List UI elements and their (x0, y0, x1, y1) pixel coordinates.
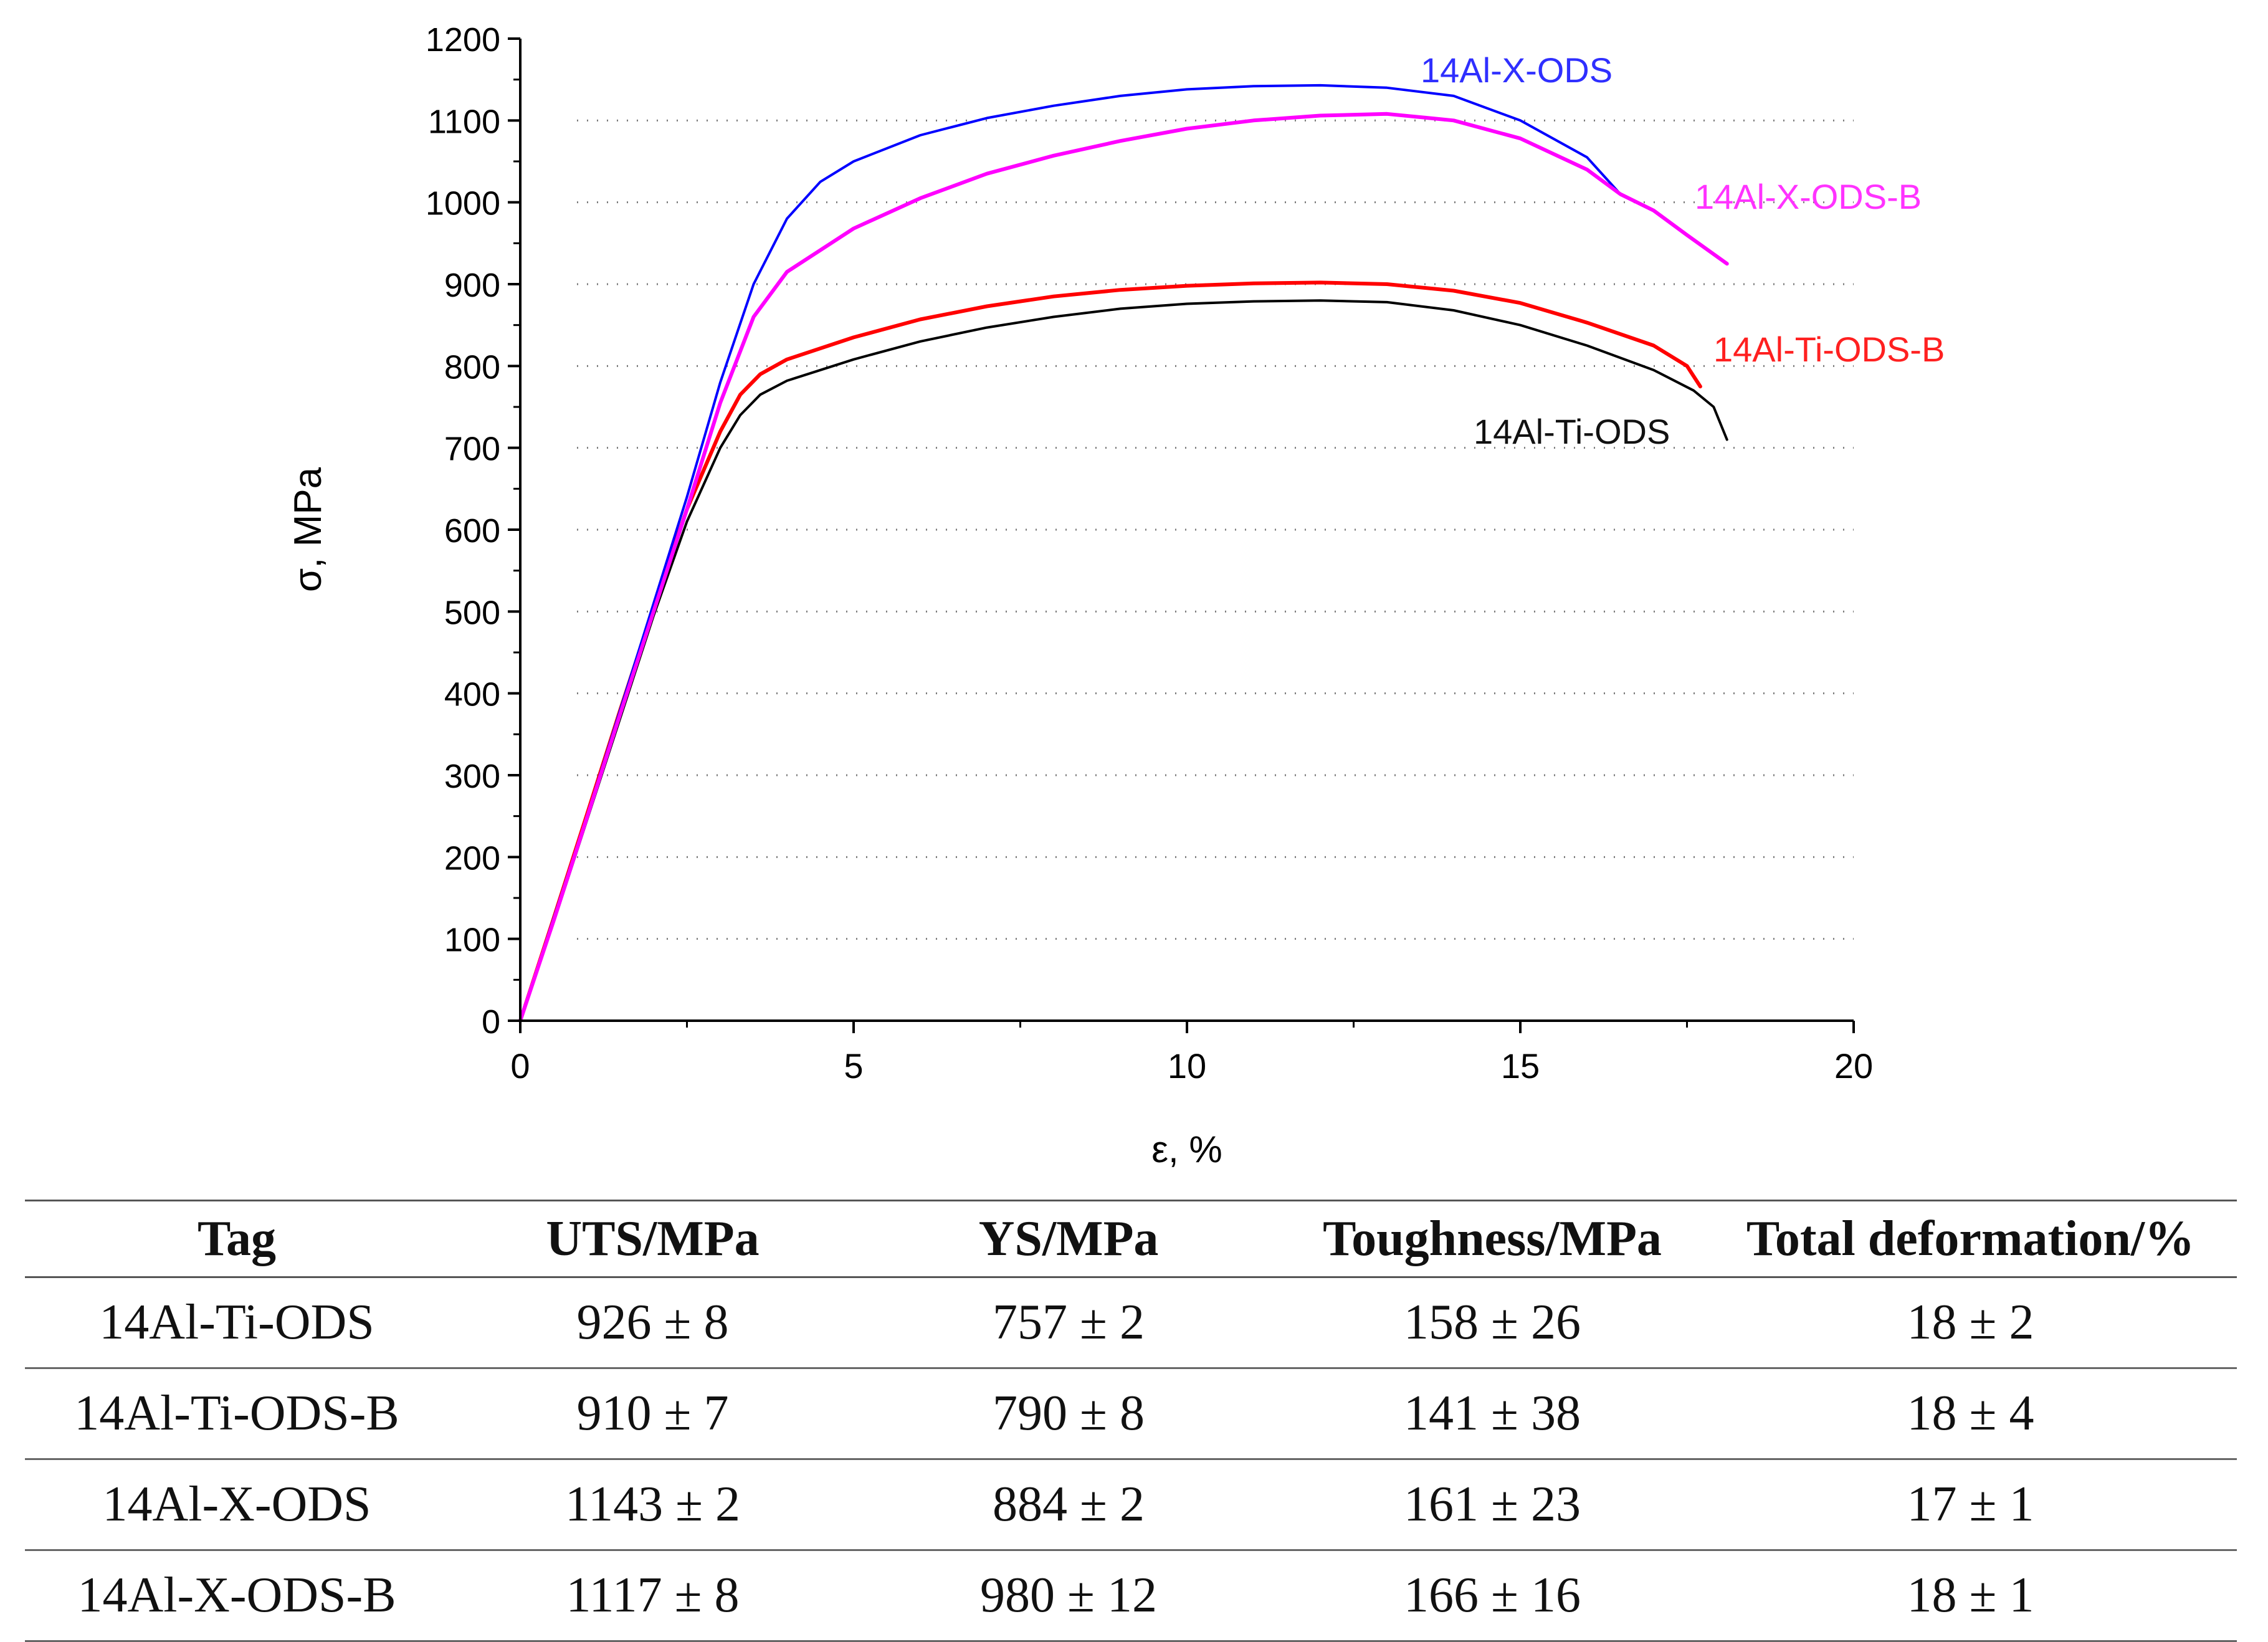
x-axis-label: ε, % (1151, 1129, 1222, 1170)
x-tick-label-10: 10 (1168, 1046, 1206, 1086)
y-tick-label-1100: 1100 (428, 103, 500, 140)
series-line-14al-x-ods-b (518, 112, 1729, 1023)
y-tick-label-400: 400 (444, 676, 500, 714)
series-line-14al-ti-ods-b (518, 280, 1702, 1023)
cell-tag: 14Al-X-ODS (25, 1459, 449, 1551)
cell-uts: 910 ± 7 (449, 1368, 857, 1460)
cell-tag: 14Al-Ti-ODS-B (25, 1368, 449, 1460)
header-total-deformation: Total deformation/% (1704, 1200, 2237, 1278)
table-row: 14Al-X-ODS-B 1117 ± 8 980 ± 12 166 ± 16 … (25, 1550, 2237, 1642)
header-uts: UTS/MPa (449, 1200, 857, 1278)
header-tag: Tag (25, 1200, 449, 1278)
cell-toughness: 158 ± 26 (1280, 1277, 1704, 1369)
cell-ys: 790 ± 8 (857, 1368, 1280, 1460)
series-layer (518, 84, 1729, 1023)
y-axis-label: σ, MPa (287, 467, 330, 592)
cell-total-deformation: 18 ± 2 (1704, 1277, 2237, 1369)
y-tick-label-0: 0 (482, 1003, 500, 1041)
y-tick-label-700: 700 (444, 431, 500, 468)
cell-total-deformation: 18 ± 1 (1704, 1550, 2237, 1642)
cell-toughness: 161 ± 23 (1280, 1459, 1704, 1551)
cell-uts: 926 ± 8 (449, 1277, 857, 1369)
y-tick-label-300: 300 (444, 758, 500, 795)
table-row: 14Al-X-ODS 1143 ± 2 884 ± 2 161 ± 23 17 … (25, 1459, 2237, 1551)
y-tick-label-200: 200 (444, 839, 500, 877)
x-tick-label-15: 15 (1501, 1046, 1540, 1086)
series-line-14al-ti-ods (519, 299, 1728, 1022)
table-row: 14Al-Ti-ODS-B 910 ± 7 790 ± 8 141 ± 38 1… (25, 1368, 2237, 1460)
header-toughness: Toughness/MPa (1280, 1200, 1704, 1278)
y-tick-label-100: 100 (444, 922, 500, 959)
table-row: 14Al-Ti-ODS 926 ± 8 757 ± 2 158 ± 26 18 … (25, 1277, 2237, 1369)
y-tick-label-800: 800 (444, 348, 500, 386)
series-line-14al-x-ods (519, 84, 1622, 1022)
x-tick-label-20: 20 (1834, 1046, 1873, 1086)
grid-lines (576, 119, 1854, 940)
cell-total-deformation: 18 ± 4 (1704, 1368, 2237, 1460)
ticks: 0100200300400500600700800900100011001200… (426, 21, 1873, 1086)
cell-tag: 14Al-Ti-ODS (25, 1277, 449, 1369)
annotation-14al-ti-ods: 14Al-Ti-ODS (1474, 412, 1670, 451)
annotation-14al-ti-ods-b: 14Al-Ti-ODS-B (1713, 330, 1945, 369)
x-tick-label-0: 0 (510, 1046, 530, 1086)
x-tick-label-5: 5 (844, 1046, 863, 1086)
cell-toughness: 166 ± 16 (1280, 1550, 1704, 1642)
cell-ys: 884 ± 2 (857, 1459, 1280, 1551)
table-header-row: Tag UTS/MPa YS/MPa Toughness/MPa Total d… (25, 1200, 2237, 1278)
results-table: Tag UTS/MPa YS/MPa Toughness/MPa Total d… (25, 1200, 2237, 1642)
cell-uts: 1117 ± 8 (449, 1550, 857, 1642)
annotation-14al-x-ods: 14Al-X-ODS (1421, 50, 1613, 90)
y-tick-label-600: 600 (444, 512, 500, 550)
y-tick-label-500: 500 (444, 594, 500, 631)
y-tick-label-1200: 1200 (426, 21, 500, 59)
cell-toughness: 141 ± 38 (1280, 1368, 1704, 1460)
annotation-14al-x-ods-b: 14Al-X-ODS-B (1695, 177, 1922, 216)
cell-tag: 14Al-X-ODS-B (25, 1550, 449, 1642)
cell-uts: 1143 ± 2 (449, 1459, 857, 1551)
stress-strain-chart: 0100200300400500600700800900100011001200… (287, 21, 1945, 1170)
y-tick-label-1000: 1000 (426, 185, 500, 222)
cell-ys: 980 ± 12 (857, 1550, 1280, 1642)
y-tick-label-900: 900 (444, 267, 500, 304)
cell-ys: 757 ± 2 (857, 1277, 1280, 1369)
header-ys: YS/MPa (857, 1200, 1280, 1278)
cell-total-deformation: 17 ± 1 (1704, 1459, 2237, 1551)
